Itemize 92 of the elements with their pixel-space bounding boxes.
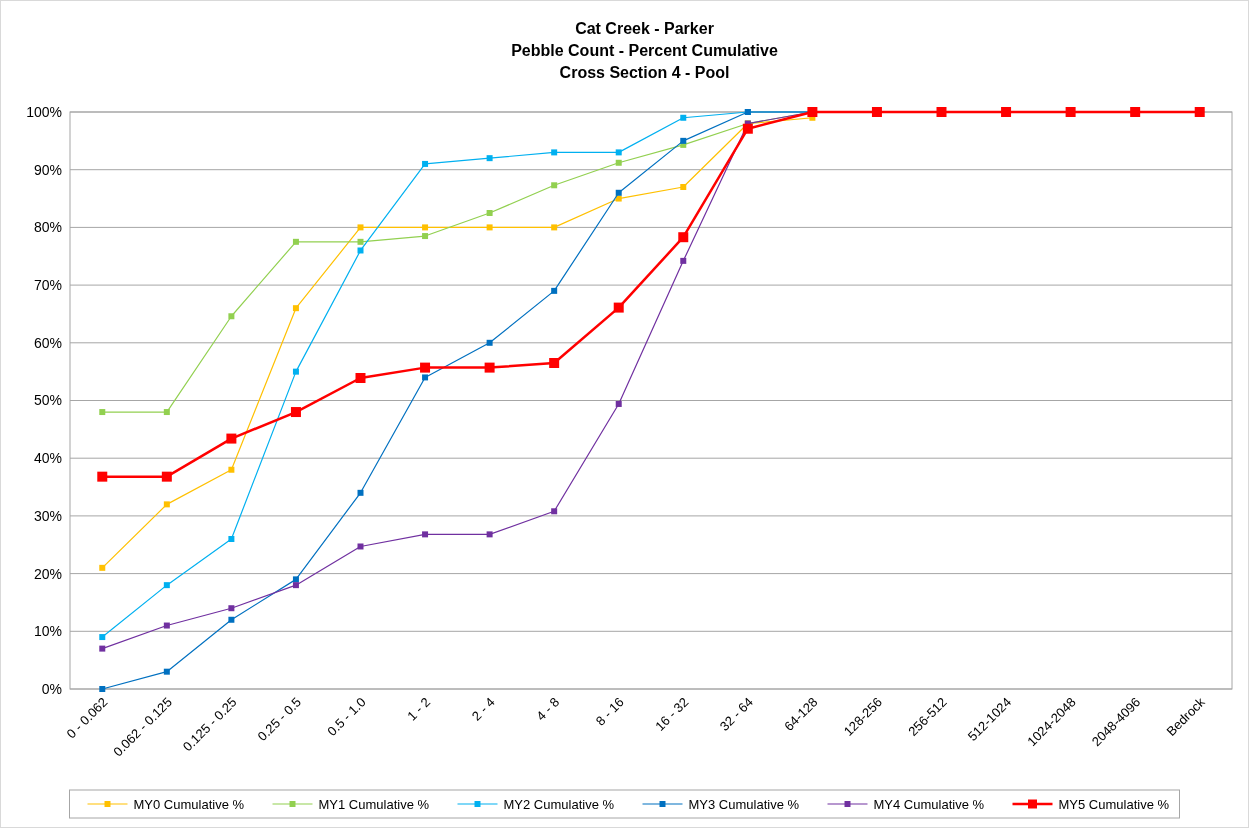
point xyxy=(615,189,622,196)
x-tick-label: 1 - 2 xyxy=(404,694,434,724)
point xyxy=(99,409,106,416)
point xyxy=(422,531,429,538)
point xyxy=(292,368,299,375)
y-tick-label: 60% xyxy=(33,334,62,351)
x-tick-label: 2 - 4 xyxy=(468,694,498,724)
x-tick-label: 32 - 64 xyxy=(716,694,756,734)
point xyxy=(163,622,170,629)
legend-label: MY2 Cumulative % xyxy=(503,796,615,812)
point xyxy=(613,302,624,313)
point xyxy=(936,107,947,117)
point xyxy=(1065,107,1076,117)
point xyxy=(357,224,364,231)
point xyxy=(551,287,558,294)
point xyxy=(357,247,364,254)
point xyxy=(1194,107,1205,117)
point xyxy=(355,373,366,383)
legend-label: MY5 Cumulative % xyxy=(1058,796,1170,812)
legend-label: MY3 Cumulative % xyxy=(688,796,800,812)
point xyxy=(484,362,495,373)
point xyxy=(422,233,429,240)
point xyxy=(99,645,106,652)
point xyxy=(615,159,622,166)
point xyxy=(678,232,689,243)
y-tick-label: 0% xyxy=(41,680,62,697)
x-tick-label: 16 - 32 xyxy=(652,694,692,734)
y-tick-label: 80% xyxy=(33,219,62,236)
point xyxy=(1130,107,1141,117)
point xyxy=(680,257,687,264)
y-tick-label: 90% xyxy=(33,161,62,178)
point xyxy=(226,433,237,444)
point xyxy=(486,339,493,346)
point xyxy=(292,305,299,312)
point xyxy=(1001,107,1012,117)
x-tick-label: 8 - 16 xyxy=(592,694,627,729)
y-tick-label: 10% xyxy=(33,623,62,640)
point xyxy=(292,576,299,583)
y-tick-label: 20% xyxy=(33,565,62,582)
x-tick-label: 0.25 - 0.5 xyxy=(254,694,305,744)
point xyxy=(615,400,622,407)
y-tick-label: 40% xyxy=(33,450,62,467)
point xyxy=(228,616,235,623)
point xyxy=(163,668,170,675)
point xyxy=(680,184,687,191)
point xyxy=(290,407,301,418)
point xyxy=(486,224,493,231)
chart-title: Cat Creek - Parker Pebble Count - Percent Cumulative Cross Section 4 - Pool xyxy=(511,20,778,81)
point xyxy=(422,374,429,381)
point xyxy=(680,137,687,144)
point xyxy=(551,508,558,515)
y-tick-label: 100% xyxy=(26,103,62,120)
point xyxy=(486,209,493,216)
legend-label: MY0 Cumulative % xyxy=(133,796,245,812)
x-tick-label: 0.5 - 1.0 xyxy=(324,694,369,739)
point xyxy=(486,531,493,538)
y-tick-label: 30% xyxy=(33,507,62,524)
point xyxy=(420,362,431,373)
point xyxy=(292,582,299,589)
point xyxy=(161,471,172,482)
point xyxy=(228,466,235,473)
point xyxy=(615,149,622,156)
y-tick-label: 50% xyxy=(33,392,62,409)
point xyxy=(422,160,429,167)
point xyxy=(163,582,170,589)
point xyxy=(357,543,364,550)
legend-label: MY4 Cumulative % xyxy=(873,796,985,812)
point xyxy=(228,605,235,612)
y-tick-label: 70% xyxy=(33,277,62,293)
point xyxy=(292,238,299,245)
point xyxy=(97,471,108,482)
point xyxy=(551,149,558,156)
point xyxy=(163,501,170,508)
point xyxy=(99,634,106,641)
point xyxy=(228,535,235,542)
legend-label: MY1 Cumulative % xyxy=(318,796,430,812)
point xyxy=(871,107,882,117)
point xyxy=(163,409,170,416)
point xyxy=(228,313,235,320)
point xyxy=(680,114,687,121)
point xyxy=(357,238,364,245)
point xyxy=(742,123,753,134)
point xyxy=(486,155,493,162)
point xyxy=(551,224,558,231)
point xyxy=(99,686,106,692)
point xyxy=(99,564,106,571)
point xyxy=(549,357,560,368)
point xyxy=(615,195,622,202)
point xyxy=(357,489,364,496)
x-tick-label: 4 - 8 xyxy=(533,694,563,724)
point xyxy=(422,224,429,231)
point xyxy=(551,182,558,189)
